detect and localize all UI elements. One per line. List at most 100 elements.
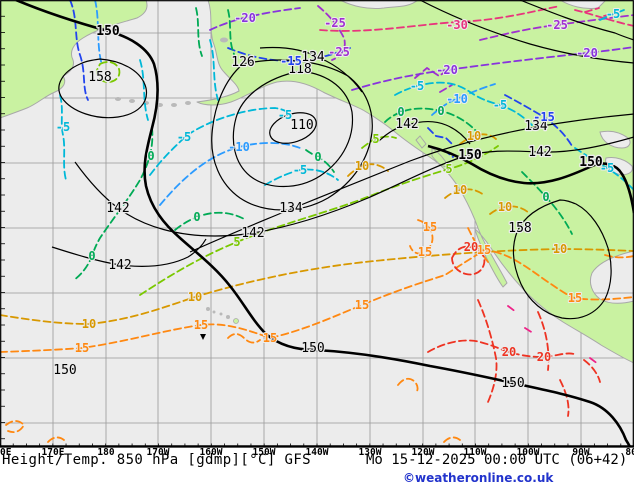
temperature-label: -5 [278, 108, 292, 122]
isotherm-15 [409, 219, 434, 255]
temperature-label: 15 [477, 243, 491, 257]
isotherm-0 [174, 211, 247, 231]
temperature-label: 20 [502, 345, 516, 359]
contour-142-main [74, 136, 634, 237]
height-label: 150 [53, 363, 76, 378]
temperature-label: 0 [193, 210, 200, 224]
contour-134-north [259, 46, 363, 93]
isotherm--20 [209, 7, 301, 31]
height-label: 150 [501, 376, 524, 391]
isotherm-0 [195, 7, 235, 57]
isotherm-15 [0, 249, 634, 353]
isotherm-20 [451, 245, 486, 276]
temperature-label: 0 [147, 149, 154, 163]
lon-tick-label: 180 [97, 447, 115, 458]
isotherm-20 [477, 299, 601, 417]
isotherm--5 [139, 39, 219, 121]
isotherm--5 [599, 9, 625, 21]
isotherm--5 [574, 147, 634, 191]
isotherm-15 [467, 227, 634, 263]
isotherm-15 [5, 333, 461, 443]
isotherm--30 [319, 5, 561, 32]
contour-arctic-1 [419, 0, 634, 64]
isotherm-10 [347, 163, 389, 177]
isotherm-5 [139, 145, 499, 296]
isotherm-5 [95, 61, 121, 83]
temperature-label: 15 [418, 245, 432, 259]
temperature-label: -5 [56, 120, 70, 134]
temperature-label: -5 [293, 163, 307, 177]
lon-tick-label: 170E [41, 447, 65, 458]
contour-126 [211, 59, 373, 211]
lon-tick-label: 160W [199, 447, 223, 458]
isotherm--15 [504, 94, 573, 147]
height-label: 134 [279, 201, 303, 216]
lon-tick-label: 120W [411, 447, 435, 458]
temperature-label: 10 [355, 159, 369, 173]
lon-tick-label: 90W [572, 447, 590, 458]
hawaii-islands [200, 307, 239, 340]
temperature-label: 15 [568, 291, 582, 305]
chart-datetime: Mo 15-12-2025 00:00 UTC (06+42) [366, 452, 628, 468]
temperature-label: 0 [314, 150, 321, 164]
height-label: 134 [524, 119, 548, 134]
isotherm--10 [159, 142, 301, 206]
land-north-america [196, 0, 634, 364]
contour-142-south [51, 238, 207, 267]
height-label: 142 [241, 226, 264, 241]
height-label: 126 [231, 55, 254, 70]
lon-tick-label: 130W [358, 447, 382, 458]
height-label: 158 [88, 70, 111, 85]
temperature-label: 0 [437, 104, 444, 118]
lon-tick-label: 140W [305, 447, 329, 458]
temperature-label: -20 [436, 63, 458, 77]
temperature-label: -10 [228, 140, 250, 154]
temperature-label: 10 [82, 317, 96, 331]
isotherm-10 [0, 248, 634, 325]
temperature-label: 10 [467, 129, 481, 143]
isotherm--5 [59, 94, 67, 181]
isotherm-0 [384, 107, 481, 136]
lon-tick-label: 80W [625, 447, 634, 458]
temperature-label: 15 [263, 331, 277, 345]
isotherm--20 [351, 46, 634, 91]
isotherm-5 [361, 135, 397, 149]
copyright-link[interactable]: ©weatheronline.co.uk [403, 471, 554, 485]
temperature-label: 15 [423, 220, 437, 234]
height-label: 142 [106, 201, 129, 216]
temperature-label: 10 [553, 242, 567, 256]
height-label: 158 [508, 221, 531, 236]
temperature-label: 5 [445, 162, 452, 176]
lon-tick-label: 160E [0, 447, 12, 458]
isotherm-20 [427, 339, 575, 358]
temperature-label: -15 [533, 110, 555, 124]
temperature-contours [0, 0, 634, 443]
isotherm-0 [521, 171, 573, 235]
height-label: 150 [458, 148, 482, 163]
isotherm--30 [574, 9, 634, 27]
temperature-label: -5 [600, 161, 614, 175]
temperature-label: 15 [75, 341, 89, 355]
chart-title: Height/Temp. 850 hPa [gdmp][°C] GFS [2, 452, 312, 468]
temperature-label: -20 [234, 11, 256, 25]
temperature-label: 10 [498, 200, 512, 214]
isotherm-10 [444, 188, 486, 199]
temperature-label: -25 [546, 18, 568, 32]
contour-150-east [427, 144, 634, 214]
temperature-label: -10 [446, 92, 468, 106]
isotherm--5 [264, 168, 339, 186]
land-layer [0, 0, 634, 364]
contour-158-east [512, 199, 612, 320]
contour-arctic-2 [519, 0, 634, 41]
isotherm--10 [431, 83, 496, 116]
lon-tick-label: 150W [252, 447, 276, 458]
isotherm-10 [489, 205, 531, 215]
temperature-label: 15 [194, 318, 208, 332]
height-label: 134 [301, 50, 325, 65]
temperature-label: 0 [397, 105, 404, 119]
height-label: 142 [108, 258, 131, 273]
temperature-label: -5 [606, 7, 620, 21]
contour-110 [269, 112, 317, 144]
temperature-label: 0 [88, 249, 95, 263]
